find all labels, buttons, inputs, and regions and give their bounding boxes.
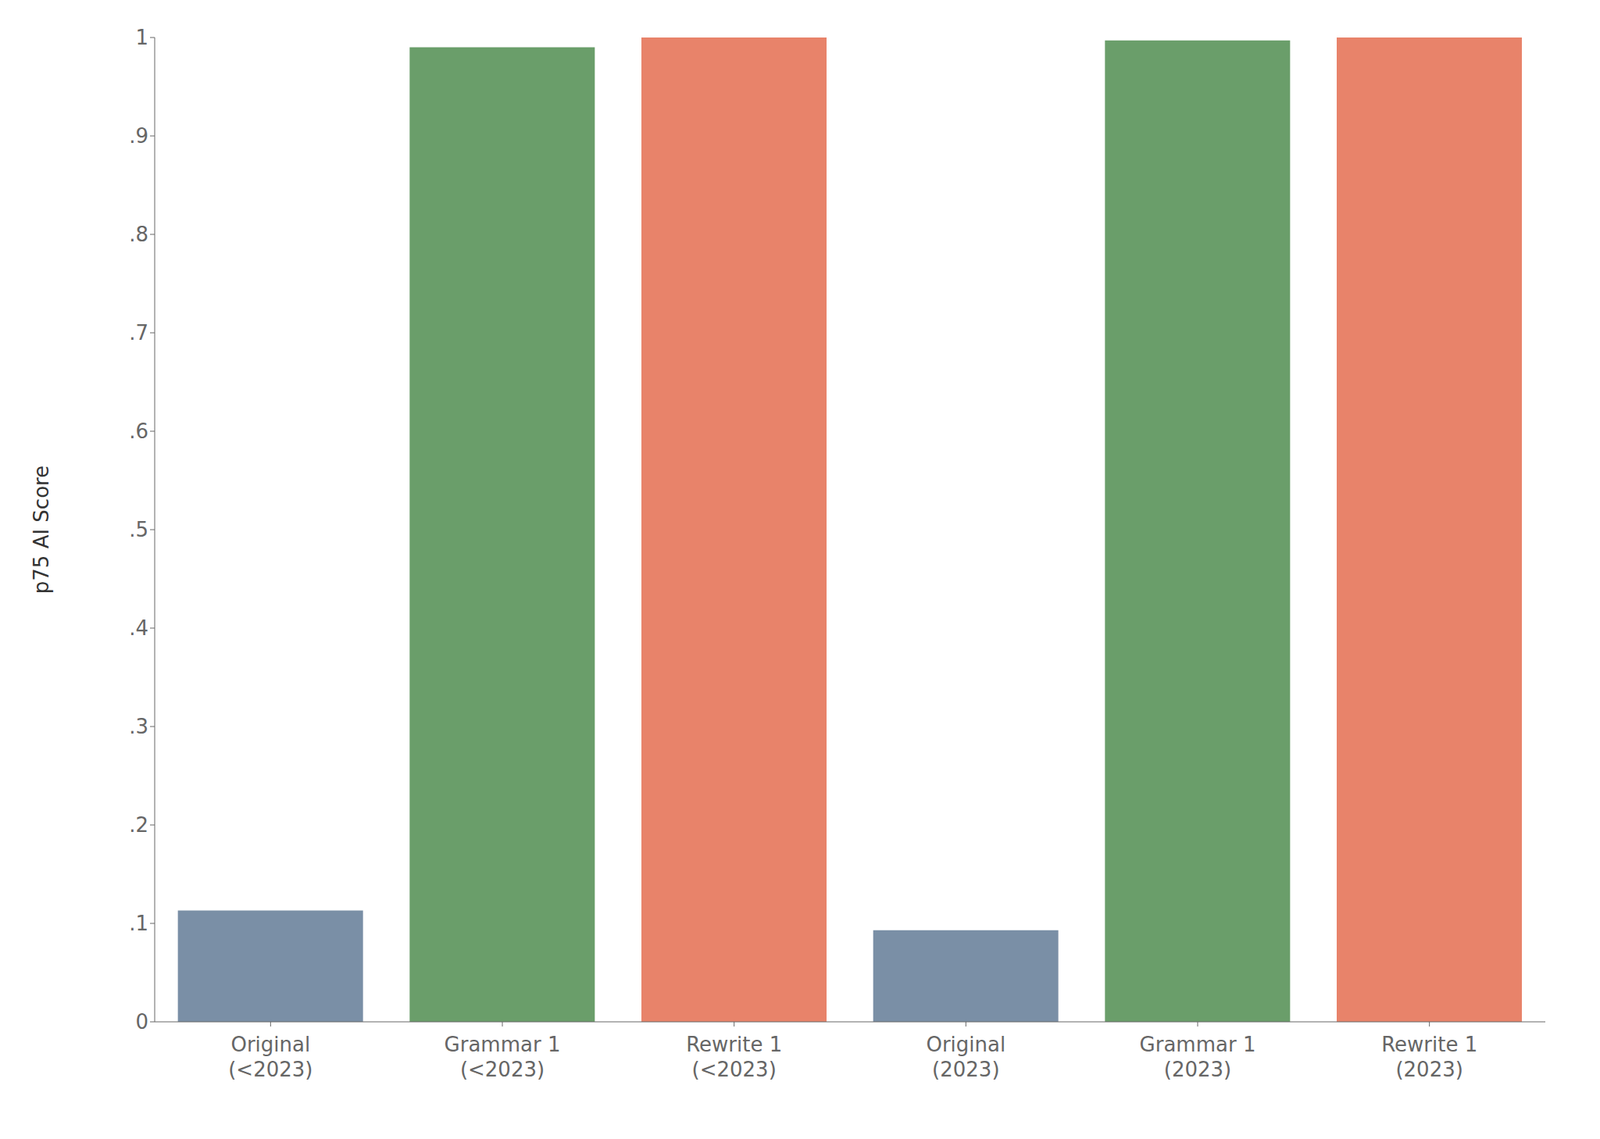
svg-text:.7: .7 bbox=[128, 321, 149, 345]
svg-text:p75 AI Score: p75 AI Score bbox=[29, 465, 54, 594]
svg-text:.3: .3 bbox=[128, 714, 149, 739]
svg-text:0: 0 bbox=[135, 1010, 149, 1034]
svg-text:Grammar 1(2023): Grammar 1(2023) bbox=[1139, 1032, 1257, 1082]
svg-text:.2: .2 bbox=[128, 813, 149, 837]
svg-text:Original(2023): Original(2023) bbox=[925, 1032, 1006, 1082]
svg-text:1: 1 bbox=[135, 25, 149, 50]
svg-text:.5: .5 bbox=[128, 517, 149, 542]
svg-text:Rewrite 1(<2023): Rewrite 1(<2023) bbox=[685, 1032, 783, 1082]
svg-text:Grammar 1(<2023): Grammar 1(<2023) bbox=[444, 1032, 561, 1082]
svg-text:.6: .6 bbox=[128, 419, 149, 443]
svg-text:.4: .4 bbox=[128, 616, 149, 640]
svg-text:.8: .8 bbox=[128, 222, 149, 247]
svg-text:Rewrite 1(2023): Rewrite 1(2023) bbox=[1381, 1032, 1478, 1082]
svg-text:.9: .9 bbox=[128, 124, 149, 148]
svg-text:.1: .1 bbox=[128, 911, 149, 936]
svg-text:Original(<2023): Original(<2023) bbox=[228, 1032, 313, 1082]
